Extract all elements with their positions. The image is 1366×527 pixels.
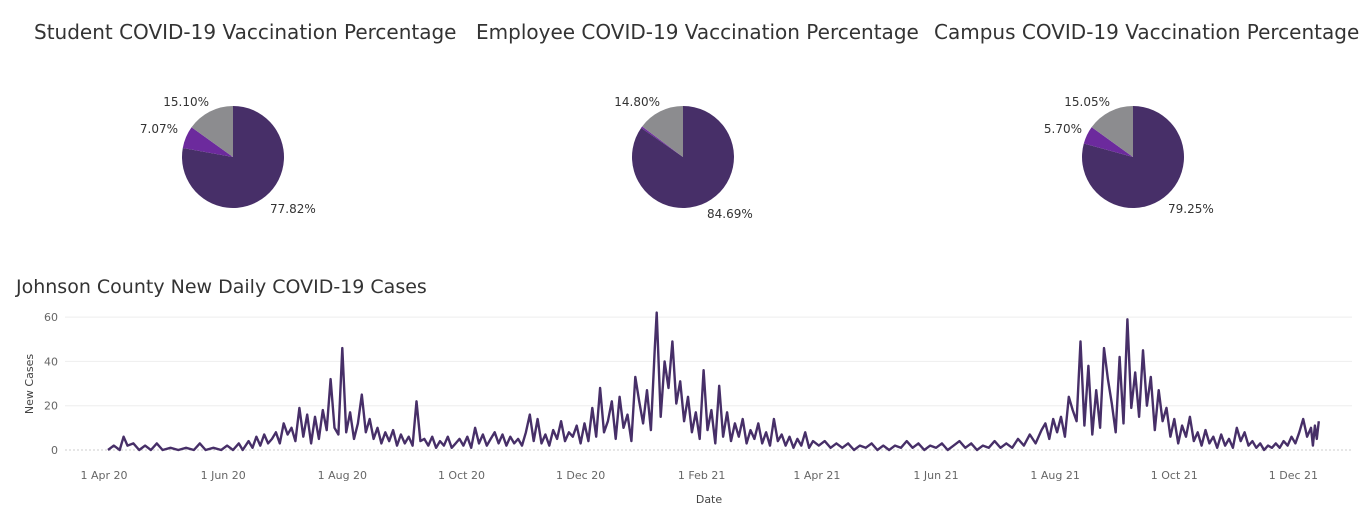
x-axis-title: Date: [696, 493, 723, 506]
employee-pie-label-0: 84.69%: [707, 207, 753, 221]
x-tick-label-5: 1 Feb 21: [678, 469, 725, 482]
campus-pie-label-2: 15.05%: [1064, 95, 1110, 109]
campus-pie-title: Campus COVID-19 Vaccination Percentage: [934, 20, 1360, 44]
x-tick-label-0: 1 Apr 20: [81, 469, 128, 482]
line-chart-title: Johnson County New Daily COVID-19 Cases: [16, 276, 427, 298]
x-tick-label-2: 1 Aug 20: [318, 469, 367, 482]
student-pie-label-2: 15.10%: [163, 95, 209, 109]
student-pie-label-0: 77.82%: [270, 202, 316, 216]
y-axis-title: New Cases: [23, 354, 36, 414]
x-tick-label-7: 1 Jun 21: [913, 469, 958, 482]
y-tick-label-3: 60: [44, 311, 58, 324]
x-tick-label-9: 1 Oct 21: [1151, 469, 1198, 482]
x-tick-label-10: 1 Dec 21: [1269, 469, 1318, 482]
employee-pie-slice-2: [642, 106, 683, 157]
campus-pie-label-0: 79.25%: [1168, 202, 1214, 216]
campus-pie-label-1: 5.70%: [1044, 122, 1082, 136]
student-pie-label-1: 7.07%: [140, 122, 178, 136]
campus-pie-slice-0: [1082, 106, 1185, 209]
x-tick-label-3: 1 Oct 20: [438, 469, 485, 482]
cases-series-line: [107, 311, 1320, 452]
y-tick-label-1: 20: [44, 400, 58, 413]
student-pie-slice-1: [182, 127, 233, 157]
employee-pie-title: Employee COVID-19 Vaccination Percentage: [476, 20, 919, 44]
student-pie-title: Student COVID-19 Vaccination Percentage: [34, 20, 457, 44]
student-pie-slice-2: [191, 106, 233, 157]
y-tick-label-2: 40: [44, 355, 58, 368]
campus-pie-slice-1: [1083, 127, 1133, 157]
student-pie-slice-0: [181, 106, 284, 208]
x-tick-label-6: 1 Apr 21: [793, 469, 840, 482]
employee-pie-slice-1: [641, 126, 683, 157]
employee-pie-slice-0: [631, 106, 734, 208]
y-tick-label-0: 0: [51, 444, 58, 457]
x-tick-label-4: 1 Dec 20: [556, 469, 605, 482]
campus-pie-slice-2: [1091, 106, 1133, 157]
x-tick-label-8: 1 Aug 21: [1030, 469, 1079, 482]
x-tick-label-1: 1 Jun 20: [201, 469, 246, 482]
daily-cases-line-chart: 0 20 40 60 1 Apr 20 1 Jun 20 1 Aug 20 1 Oct 20…: [23, 311, 1352, 506]
employee-pie-label-2: 14.80%: [614, 95, 660, 109]
